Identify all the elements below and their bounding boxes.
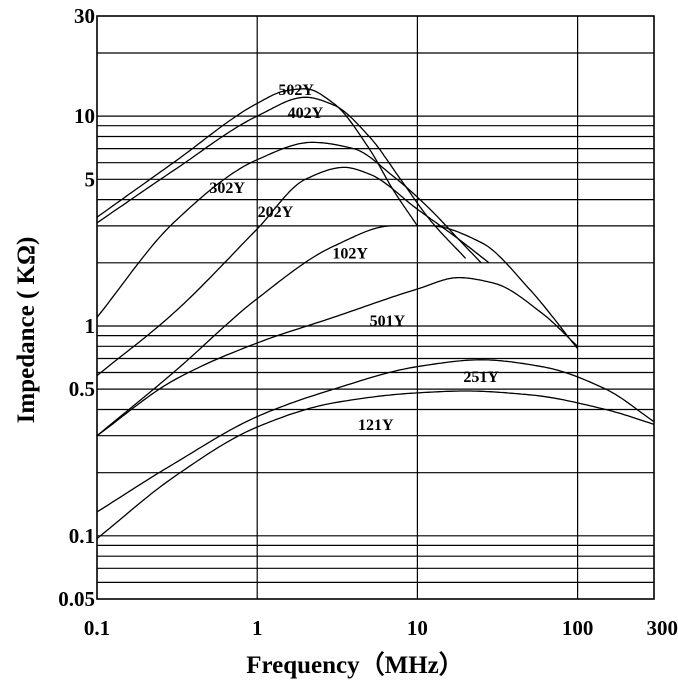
y-tick-label-6: 30 — [74, 4, 95, 28]
series-label-502y: 502Y — [278, 82, 314, 99]
series-line-202y — [96, 166, 490, 377]
plot-frame — [96, 15, 655, 600]
y-axis-title: Impedance ( KΩ) — [13, 237, 40, 424]
series-line-251y — [96, 359, 655, 513]
x-tick-label-1: 1 — [252, 616, 263, 640]
series-label-402y: 402Y — [288, 105, 324, 122]
y-tick-label-0: 0.05 — [58, 587, 95, 611]
series-label-251y: 251Y — [463, 369, 499, 386]
x-tick-label-0: 0.1 — [84, 616, 110, 640]
y-tick-labels-group: 0.05 0.1 0.5 1 5 10 30 — [58, 4, 95, 611]
gridlines-group — [97, 16, 654, 599]
x-tick-label-4: 300 — [647, 616, 678, 640]
series-line-402y — [96, 96, 467, 259]
series-label-202y: 202Y — [258, 204, 294, 221]
y-tick-label-1: 0.1 — [69, 524, 95, 548]
y-tick-label-4: 5 — [85, 167, 96, 191]
curves-group — [96, 88, 655, 540]
series-line-302y — [96, 141, 482, 318]
series-label-102y: 102Y — [332, 245, 368, 262]
series-label-121y: 121Y — [358, 417, 394, 434]
x-tick-labels-group: 0.1 1 10 100 300 — [84, 616, 678, 640]
series-labels-group: 502Y 402Y 302Y 202Y 102Y 501Y 251Y 121Y — [209, 82, 499, 434]
x-axis-title: Frequency（MHz） — [246, 650, 464, 679]
x-tick-label-3: 100 — [562, 616, 594, 640]
x-tick-label-2: 10 — [407, 616, 428, 640]
series-label-501y: 501Y — [370, 313, 406, 330]
y-tick-label-5: 10 — [74, 104, 95, 128]
series-line-102y — [96, 225, 579, 437]
y-tick-label-3: 1 — [85, 314, 96, 338]
series-line-121y — [96, 390, 655, 540]
series-label-302y: 302Y — [209, 180, 245, 197]
series-line-501y — [96, 276, 579, 437]
series-line-502y — [96, 88, 418, 227]
y-tick-label-2: 0.5 — [69, 377, 95, 401]
